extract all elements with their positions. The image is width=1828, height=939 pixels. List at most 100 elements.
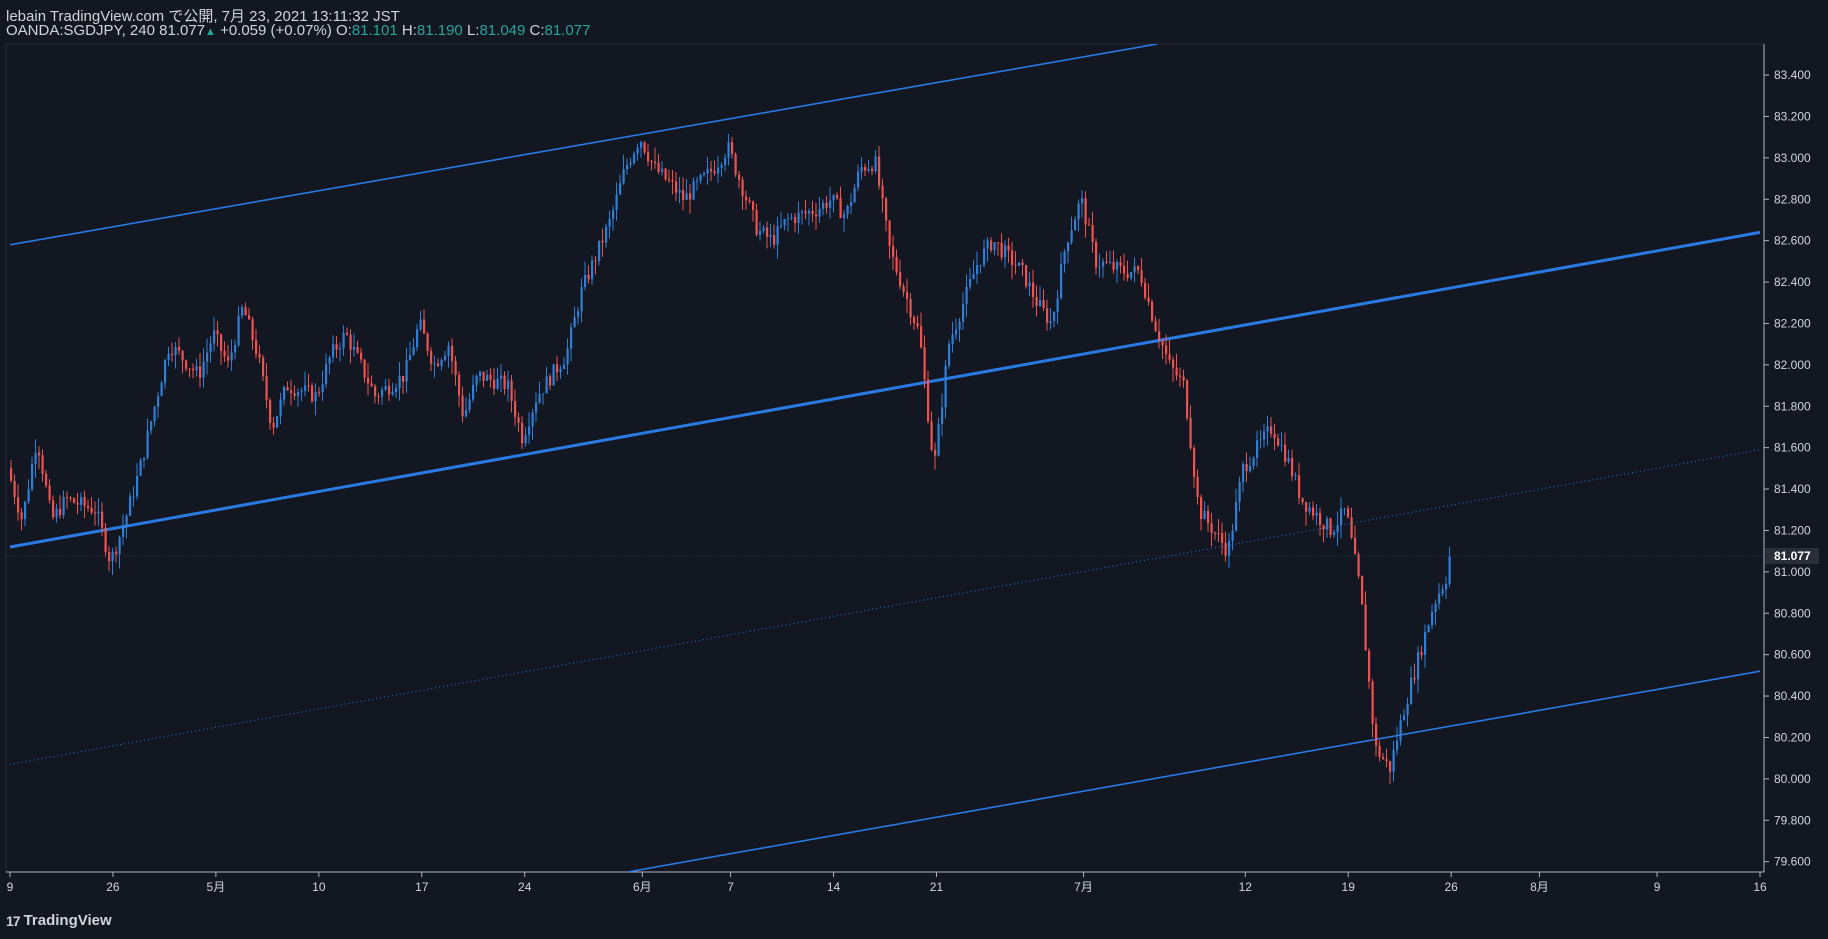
- low-label: L:: [466, 22, 480, 39]
- candle-body: [34, 452, 37, 464]
- candle-body: [1214, 532, 1217, 534]
- candle-body: [1011, 250, 1014, 266]
- candle-body: [55, 508, 58, 518]
- candle-body: [671, 180, 674, 182]
- candle-body: [682, 190, 685, 200]
- time-tick-label: 12: [1239, 880, 1253, 894]
- channel-line-upper: [9, 44, 1158, 246]
- candle-body: [640, 142, 643, 148]
- candle-body: [710, 168, 713, 172]
- price-tick-label: 80.400: [1774, 689, 1811, 703]
- time-tick-label: 7月: [1074, 880, 1093, 894]
- candle-body: [136, 475, 139, 497]
- candle-body: [24, 501, 27, 520]
- candle-body: [153, 406, 156, 422]
- candle-body: [1357, 554, 1360, 577]
- candle-body: [398, 375, 401, 389]
- candle-body: [174, 346, 177, 356]
- candle-body: [678, 190, 681, 193]
- candle-body: [1123, 265, 1126, 274]
- candle-body: [759, 230, 762, 235]
- candle-body: [986, 240, 989, 249]
- candle-body: [909, 299, 912, 318]
- candle-body: [1256, 440, 1259, 458]
- candle-body: [507, 380, 510, 389]
- candle-body: [129, 496, 132, 516]
- candle-body: [1039, 300, 1042, 306]
- candle-body: [566, 348, 569, 365]
- candle-body: [178, 346, 181, 351]
- candle-body: [45, 473, 48, 486]
- candle-body: [1368, 650, 1371, 682]
- candle-body: [1098, 266, 1101, 268]
- candle-body: [626, 164, 629, 170]
- tradingview-brand[interactable]: 17 TradingView: [6, 912, 112, 929]
- time-axis[interactable]: 9 26 5月 10 17 24 6月 7 14 21 7月 12 19 26 8月 9 16: [7, 872, 1767, 894]
- candle-body: [1060, 263, 1063, 299]
- price-axis[interactable]: 83.400 83.200 83.000 82.800 82.600 82.400 82.2…: [6, 68, 1819, 869]
- candle-body: [171, 353, 174, 356]
- candle-body: [1284, 444, 1287, 462]
- candle-body: [577, 311, 580, 318]
- candle-body: [1210, 523, 1213, 533]
- candle-body: [227, 356, 230, 361]
- candle-body: [1189, 418, 1192, 449]
- candle-body: [517, 417, 520, 423]
- candle-body: [1301, 497, 1304, 503]
- candle-body: [878, 156, 881, 186]
- candle-body: [850, 202, 853, 206]
- candle-body: [426, 333, 429, 351]
- time-tick-label: 9: [1654, 880, 1661, 894]
- candle-body: [944, 365, 947, 408]
- candle-body: [367, 377, 370, 384]
- price-tick-label: 80.200: [1774, 730, 1811, 744]
- candle-body: [920, 326, 923, 348]
- candle-body: [1350, 517, 1353, 538]
- price-tick-label: 79.600: [1774, 855, 1811, 869]
- candle-body: [388, 385, 391, 395]
- candle-body: [493, 379, 496, 389]
- candle-body: [1116, 262, 1119, 270]
- candles: [10, 133, 1451, 784]
- candle-body: [1018, 262, 1021, 266]
- candle-body: [1200, 497, 1203, 520]
- close-label: C:: [529, 22, 545, 39]
- plot-border: [5, 43, 1765, 873]
- price-tick-label: 82.400: [1774, 275, 1811, 289]
- candle-body: [241, 307, 244, 316]
- candle-body: [216, 330, 219, 335]
- candle-body: [272, 422, 275, 428]
- candle-body: [636, 147, 639, 154]
- candle-body: [1326, 518, 1329, 530]
- candle-body: [90, 507, 93, 513]
- candle-body: [409, 354, 412, 361]
- candle-body: [1196, 476, 1199, 498]
- change-up-icon: ▲: [205, 26, 216, 38]
- candle-body: [1028, 282, 1031, 287]
- candle-body: [1172, 359, 1175, 368]
- candle-body: [52, 500, 55, 518]
- candle-body: [787, 218, 790, 220]
- candle-body: [10, 468, 13, 481]
- candle-body: [1070, 230, 1073, 243]
- candle-body: [825, 202, 828, 208]
- candle-body: [783, 219, 786, 226]
- candle-body: [412, 346, 415, 355]
- candle-body: [734, 154, 737, 175]
- price-tick-label: 83.000: [1774, 151, 1811, 165]
- candle-body: [748, 200, 751, 202]
- candle-body: [1343, 508, 1346, 510]
- candle-body: [391, 391, 394, 395]
- candle-body: [1014, 265, 1017, 267]
- candle-body: [381, 389, 384, 397]
- candle-body: [1025, 265, 1028, 287]
- candle-body: [1280, 444, 1283, 446]
- candle-body: [279, 399, 282, 417]
- candle-body: [1312, 507, 1315, 516]
- candle-body: [955, 329, 958, 335]
- candle-body: [139, 460, 142, 476]
- candle-body: [528, 426, 531, 435]
- price-tick-label: 83.200: [1774, 109, 1811, 123]
- candle-body: [591, 260, 594, 280]
